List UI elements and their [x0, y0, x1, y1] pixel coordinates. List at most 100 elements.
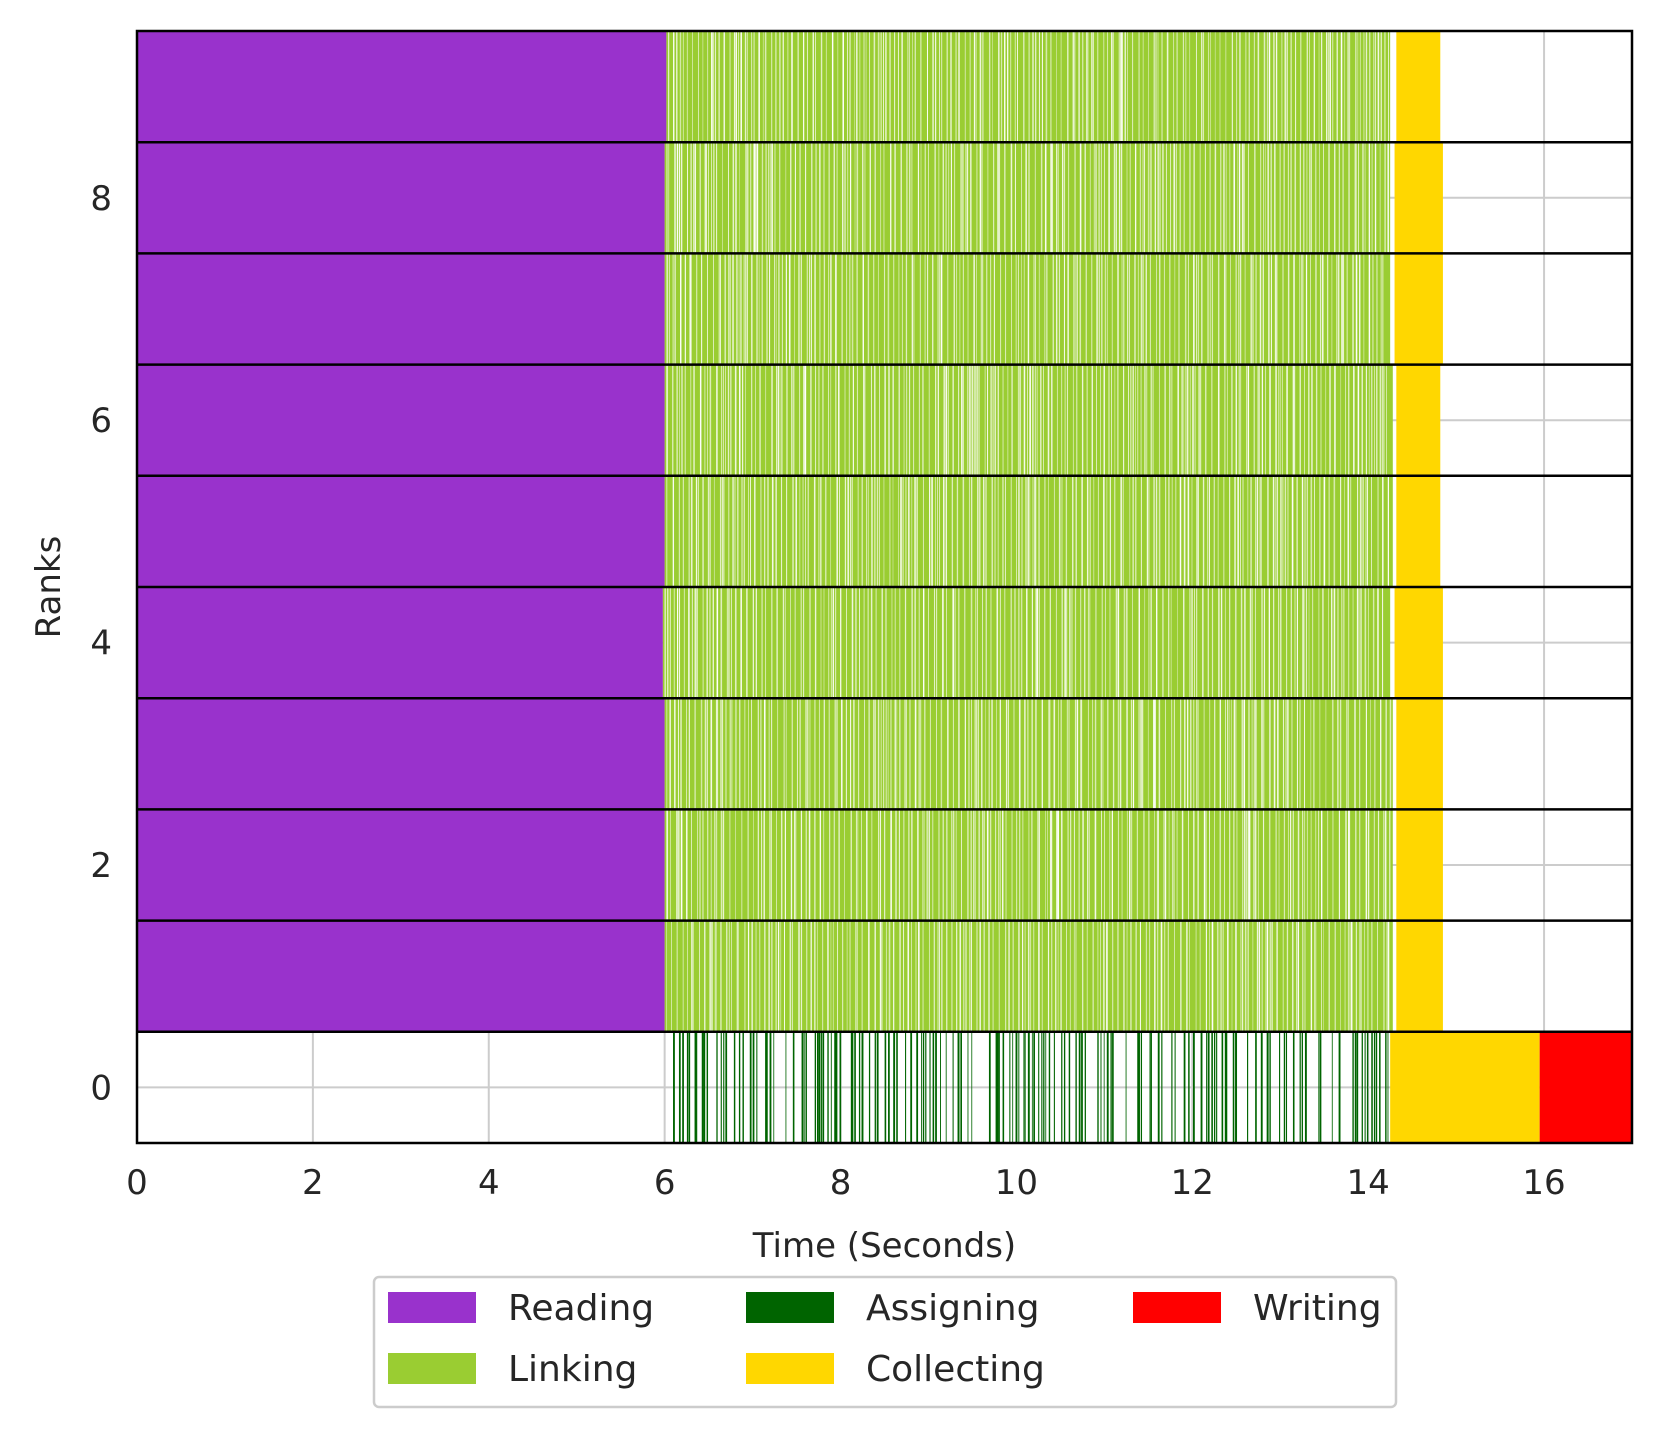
linking-gap — [719, 475, 722, 587]
linking-gap — [809, 587, 811, 699]
linking-gap — [1296, 587, 1299, 699]
linking-gap — [749, 475, 751, 587]
linking-gap — [1229, 142, 1231, 254]
linking-gap — [1229, 809, 1231, 921]
assigning-mark — [792, 1031, 795, 1143]
linking-gap — [1348, 364, 1350, 476]
linking-gap — [1147, 142, 1150, 254]
linking-gap — [1209, 809, 1211, 921]
linking-gap — [911, 142, 913, 254]
linking-gap — [905, 364, 908, 476]
assigning-mark — [1387, 1031, 1389, 1143]
linking-gap — [1154, 920, 1156, 1032]
linking-gap — [1365, 475, 1367, 587]
linking-gap — [804, 364, 807, 476]
linking-gap — [1169, 253, 1171, 365]
linking-gap — [935, 475, 937, 587]
linking-gap — [927, 253, 929, 365]
linking-gap — [1363, 253, 1365, 365]
linking-gap — [1235, 253, 1237, 365]
linking-gap — [743, 475, 745, 587]
linking-gap — [1308, 587, 1310, 699]
linking-gap — [1141, 698, 1144, 810]
linking-gap — [1314, 475, 1315, 587]
assigning-mark — [1161, 1031, 1163, 1143]
linking-gap — [975, 587, 977, 699]
linking-gap — [688, 698, 690, 810]
linking-gap — [1058, 253, 1060, 365]
assigning-mark — [742, 1031, 744, 1143]
linking-gap — [889, 475, 891, 587]
linking-gap — [932, 253, 934, 365]
linking-gap — [800, 809, 803, 921]
linking-gap — [779, 31, 781, 143]
linking-gap — [1367, 475, 1368, 587]
linking-gap — [1294, 587, 1296, 699]
linking-gap — [1274, 253, 1277, 365]
linking-gap — [1252, 253, 1254, 365]
linking-gap — [1254, 809, 1257, 921]
linking-gap — [883, 31, 884, 143]
linking-gap — [1253, 364, 1255, 476]
assigning-mark — [1081, 1031, 1083, 1143]
linking-gap — [1070, 809, 1072, 921]
linking-gap — [1117, 809, 1120, 921]
linking-gap — [700, 698, 703, 810]
linking-gap — [885, 920, 887, 1032]
linking-gap — [760, 698, 762, 810]
linking-gap — [898, 475, 899, 587]
linking-gap — [1074, 142, 1076, 254]
linking-gap — [1209, 253, 1211, 365]
linking-gap — [743, 253, 745, 365]
linking-gap — [1156, 587, 1158, 699]
linking-gap — [844, 475, 847, 587]
linking-gap — [1193, 809, 1195, 921]
linking-gap — [819, 253, 821, 365]
linking-gap — [1179, 142, 1181, 254]
linking-gap — [790, 587, 791, 699]
linking-gap — [1306, 31, 1308, 143]
linking-gap — [1267, 475, 1269, 587]
linking-gap — [820, 475, 822, 587]
linking-gap — [1049, 698, 1051, 810]
linking-gap — [808, 809, 811, 921]
assigning-mark — [1157, 1031, 1160, 1143]
linking-gap — [694, 698, 696, 810]
linking-gap — [897, 31, 899, 143]
assigning-mark — [1063, 1031, 1066, 1143]
linking-gap — [690, 809, 692, 921]
linking-gap — [1315, 142, 1317, 254]
linking-gap — [815, 31, 816, 143]
linking-gap — [903, 809, 905, 921]
linking-gap — [871, 809, 873, 921]
linking-gap — [1348, 587, 1350, 699]
assigning-mark — [884, 1031, 887, 1143]
bar-reading-rank-2 — [137, 809, 665, 921]
linking-gap — [976, 142, 978, 254]
linking-gap — [802, 475, 804, 587]
linking-gap — [982, 587, 984, 699]
linking-gap — [1010, 142, 1013, 254]
linking-gap — [1202, 475, 1205, 587]
linking-gap — [1120, 142, 1123, 254]
linking-gap — [1183, 475, 1186, 587]
linking-gap — [699, 142, 701, 254]
linking-gap — [958, 698, 960, 810]
linking-gap — [1193, 253, 1195, 365]
linking-gap — [883, 142, 885, 254]
linking-gap — [911, 253, 913, 365]
linking-gap — [1256, 920, 1258, 1032]
linking-gap — [1149, 920, 1151, 1032]
linking-gap — [831, 31, 834, 143]
linking-gap — [1145, 920, 1147, 1032]
linking-gap — [1372, 253, 1374, 365]
linking-gap — [1095, 142, 1097, 254]
linking-gap — [1051, 142, 1054, 254]
linking-gap — [707, 475, 710, 587]
linking-gap — [1262, 253, 1264, 365]
linking-gap — [928, 142, 929, 254]
linking-gap — [1017, 364, 1020, 476]
linking-gap — [1173, 698, 1175, 810]
linking-gap — [1233, 698, 1235, 810]
linking-gap — [1130, 809, 1133, 921]
